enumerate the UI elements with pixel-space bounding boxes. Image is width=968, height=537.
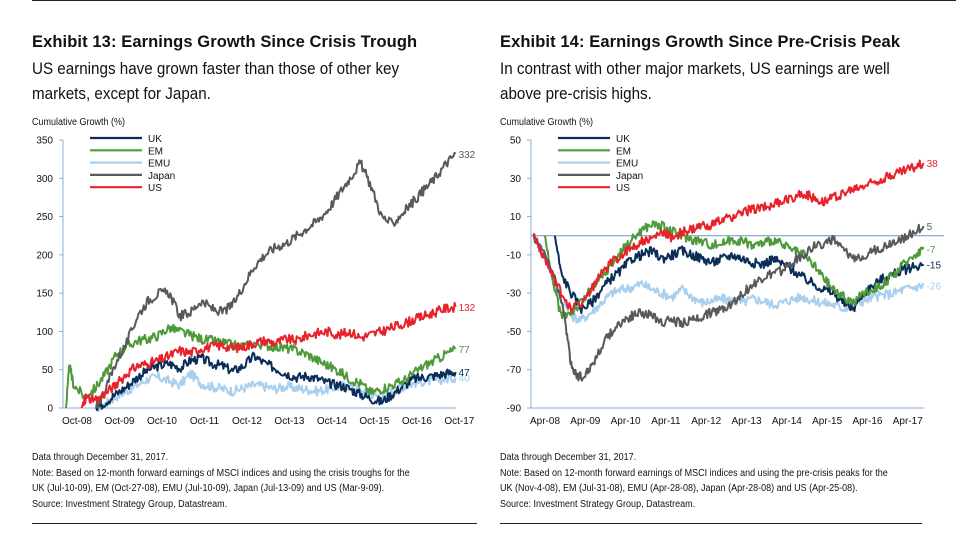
- end-label-uk: -15: [927, 260, 942, 271]
- x-tick-label: Apr-15: [812, 416, 842, 427]
- legend-label-japan: Japan: [616, 171, 643, 182]
- x-tick-label: Apr-12: [691, 416, 721, 427]
- top-rule-left: [32, 0, 510, 1]
- legend-label-us: US: [148, 183, 162, 194]
- y-tick-label: -70: [507, 365, 522, 376]
- series-line-us: [532, 159, 925, 314]
- series-line-emu: [532, 235, 925, 324]
- y-tick-label: 0: [47, 404, 53, 415]
- methodology-note-cont: UK (Nov-4-08), EM (Jul-31-08), EMU (Apr-…: [500, 483, 858, 494]
- y-tick-label: 350: [36, 136, 53, 147]
- series-line-japan: [532, 223, 925, 382]
- exhibit-13-title: Exhibit 13: Earnings Growth Since Crisis…: [32, 33, 418, 51]
- legend-label-uk: UK: [148, 134, 162, 145]
- end-label-us: 132: [459, 303, 476, 314]
- legend-label-uk: UK: [616, 134, 630, 145]
- end-label-em: 77: [459, 345, 471, 356]
- end-label-us: 38: [927, 159, 939, 170]
- y-tick-label: -30: [507, 289, 522, 300]
- x-tick-label: Oct-11: [190, 416, 220, 427]
- bottom-rule-right: [500, 523, 922, 524]
- x-tick-label: Oct-16: [402, 416, 432, 427]
- legend-label-emu: EMU: [616, 159, 638, 170]
- y-tick-label: -90: [507, 404, 522, 415]
- exhibit-13-subtitle: US earnings have grown faster than those…: [32, 60, 400, 103]
- x-tick-label: Oct-08: [62, 416, 92, 427]
- x-tick-label: Apr-11: [651, 416, 681, 427]
- end-label-japan: 5: [927, 222, 933, 233]
- x-tick-label: Oct-14: [317, 416, 347, 427]
- y-tick-label: -50: [507, 327, 522, 338]
- x-tick-label: Apr-13: [732, 416, 762, 427]
- x-tick-label: Oct-12: [232, 416, 262, 427]
- source-note: Source: Investment Strategy Group, Datas…: [500, 498, 696, 510]
- bottom-rule-left: [32, 523, 477, 524]
- x-tick-label: Apr-09: [570, 416, 600, 427]
- exhibit-13-notes: Data through December 31, 2017. Note: Ba…: [32, 450, 482, 512]
- legend-label-emu: EMU: [148, 159, 170, 170]
- data-through-note: Data through December 31, 2017.: [500, 452, 637, 463]
- x-tick-label: Apr-08: [530, 416, 560, 427]
- series-line-em: [543, 220, 925, 320]
- end-label-uk: 47: [459, 368, 471, 379]
- legend-label-em: EM: [148, 146, 163, 157]
- y-tick-label: 10: [510, 212, 522, 223]
- methodology-note-cont: UK (Jul-10-09), EM (Oct-27-08), EMU (Jul…: [32, 483, 385, 494]
- x-tick-label: Apr-10: [611, 416, 641, 427]
- series-line-us: [80, 301, 457, 409]
- x-tick-label: Apr-16: [852, 416, 882, 427]
- series-line-emu: [95, 369, 457, 412]
- legend-label-japan: Japan: [148, 171, 175, 182]
- exhibit-14-y-axis-label: Cumulative Growth (%): [500, 117, 594, 128]
- x-tick-label: Oct-15: [359, 416, 389, 427]
- y-tick-label: 200: [36, 250, 53, 261]
- y-tick-label: 250: [36, 212, 53, 223]
- series-line-uk: [553, 235, 925, 315]
- exhibit-14-notes: Data through December 31, 2017. Note: Ba…: [500, 450, 950, 512]
- exhibit-13-y-axis-label: Cumulative Growth (%): [32, 117, 126, 128]
- y-tick-label: 50: [42, 365, 54, 376]
- x-tick-label: Oct-09: [104, 416, 134, 427]
- exhibit-14-title: Exhibit 14: Earnings Growth Since Pre-Cr…: [500, 33, 901, 51]
- x-tick-label: Apr-17: [893, 416, 923, 427]
- source-note: Source: Investment Strategy Group, Datas…: [32, 498, 228, 510]
- methodology-note: Note: Based on 12-month forward earnings…: [32, 467, 410, 479]
- y-tick-label: 150: [36, 289, 53, 300]
- y-tick-label: 100: [36, 327, 53, 338]
- legend-label-us: US: [616, 183, 630, 194]
- end-label-japan: 332: [459, 150, 476, 161]
- x-tick-label: Oct-13: [274, 416, 304, 427]
- exhibit-14-subtitle: In contrast with other major markets, US…: [500, 60, 890, 103]
- exhibit-13-chart: 0 50 100 150 200 250 300 350 Oct-08 Oct-09 Oct-10 O…: [36, 134, 476, 427]
- series-line-em: [65, 323, 457, 409]
- x-tick-label: Apr-14: [772, 416, 802, 427]
- x-tick-label: Oct-10: [147, 416, 177, 427]
- x-tick-label: Oct-17: [444, 416, 474, 427]
- data-through-note: Data through December 31, 2017.: [32, 452, 169, 463]
- top-rule-right: [500, 0, 956, 1]
- exhibit-14-chart: -90 -70 -50 -30 -10 10 30 50 Apr-08 Apr-09 Apr-10 A…: [507, 134, 944, 427]
- series-line-japan: [95, 151, 457, 409]
- y-tick-label: 30: [510, 174, 522, 185]
- end-label-em: -7: [927, 245, 936, 256]
- y-tick-label: -10: [507, 250, 522, 261]
- y-tick-label: 300: [36, 174, 53, 185]
- y-tick-label: 50: [510, 136, 522, 147]
- series-line-uk: [95, 351, 457, 412]
- legend-label-em: EM: [616, 146, 631, 157]
- end-label-emu: -26: [927, 281, 942, 292]
- end-label-emu: 40: [459, 373, 471, 384]
- methodology-note: Note: Based on 12-month forward earnings…: [500, 467, 888, 479]
